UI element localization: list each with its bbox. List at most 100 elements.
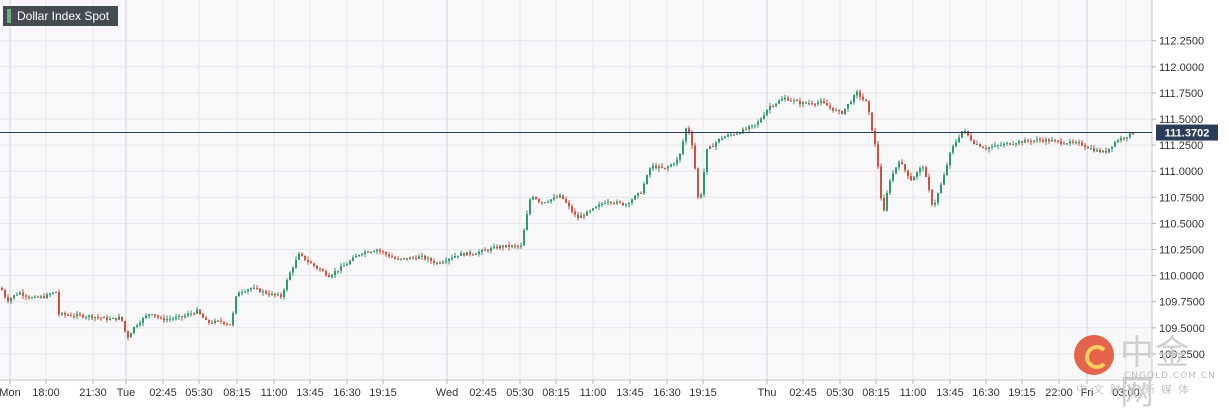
- candle-body: [1084, 145, 1086, 148]
- candle-body: [646, 175, 648, 185]
- candle-body: [862, 96, 864, 100]
- candle-body: [673, 163, 675, 165]
- candle-body: [1081, 142, 1083, 146]
- candle-body: [361, 253, 363, 255]
- y-tick-label: 112.0000: [1159, 62, 1204, 74]
- x-tick-label: 08:15: [223, 387, 251, 399]
- x-tick-label: 21:30: [79, 387, 107, 399]
- candle-body: [643, 184, 645, 194]
- candle-body: [631, 199, 633, 204]
- candle-body: [91, 315, 93, 319]
- candle-body: [625, 204, 627, 206]
- candle-body: [340, 266, 342, 271]
- candle-body: [697, 168, 699, 198]
- candle-body: [208, 319, 210, 323]
- x-tick-label: 02:45: [469, 387, 497, 399]
- candle-body: [742, 129, 744, 134]
- candle-body: [211, 322, 213, 324]
- candle-body: [1006, 143, 1008, 145]
- y-tick-label: 109.2500: [1159, 349, 1205, 361]
- candle-body: [223, 321, 225, 324]
- candle-body: [814, 103, 816, 105]
- candle-body: [622, 202, 624, 206]
- candle-body: [1036, 139, 1038, 141]
- candle-body: [283, 289, 285, 297]
- candle-body: [691, 132, 693, 146]
- x-tick-label: 05:30: [185, 387, 213, 399]
- candle-body: [505, 244, 507, 248]
- candle-body: [481, 249, 483, 252]
- candle-body: [157, 315, 159, 318]
- candle-body: [901, 162, 903, 165]
- x-tick-label: 13:45: [296, 387, 324, 399]
- candle-body: [703, 171, 705, 195]
- candle-body: [439, 262, 441, 264]
- candle-body: [187, 313, 189, 316]
- candle-body: [565, 199, 567, 203]
- candle-body: [535, 196, 537, 200]
- candle-body: [31, 297, 33, 299]
- candle-body: [484, 249, 486, 251]
- candle-body: [796, 100, 798, 102]
- candle-body: [1003, 143, 1005, 146]
- candle-body: [1120, 137, 1122, 141]
- candle-body: [649, 168, 651, 176]
- candle-body: [1045, 139, 1047, 142]
- candle-body: [430, 258, 432, 261]
- candle-body: [97, 317, 99, 319]
- candle-body: [232, 313, 234, 325]
- candle-body: [730, 134, 732, 136]
- candle-body: [715, 142, 717, 147]
- candle-body: [199, 309, 201, 314]
- candle-body: [172, 318, 174, 320]
- candle-body: [1075, 142, 1077, 144]
- candle-body: [937, 193, 939, 203]
- candle-body: [688, 128, 690, 133]
- x-tick-label: Mon: [0, 387, 21, 399]
- candle-body: [1015, 143, 1017, 145]
- x-tick-label: 08:15: [862, 387, 890, 399]
- candle-body: [847, 104, 849, 109]
- candle-body: [682, 141, 684, 154]
- candle-body: [274, 293, 276, 295]
- candle-body: [256, 287, 258, 289]
- x-tick-label: 19:15: [689, 387, 717, 399]
- candle-body: [301, 253, 303, 256]
- candle-body: [1078, 142, 1080, 144]
- candle-body: [385, 252, 387, 255]
- candle-body: [667, 166, 669, 169]
- candle-body: [514, 245, 516, 247]
- candle-body: [115, 317, 117, 320]
- candle-body: [721, 138, 723, 140]
- y-axis: 109.2500 109.5000 109.7500 110.0000 110.2500…: [1151, 0, 1205, 380]
- candle-body: [292, 267, 294, 273]
- candle-body: [1000, 145, 1002, 147]
- candle-body: [898, 162, 900, 168]
- candle-body: [775, 103, 777, 106]
- candle-body: [7, 297, 9, 302]
- cngold-logo-icon: [1074, 335, 1114, 375]
- x-tick-label: 03:00: [1112, 387, 1140, 399]
- candle-body: [304, 255, 306, 260]
- candle-body: [241, 291, 243, 293]
- candle-body: [1012, 144, 1014, 146]
- candle-body: [769, 105, 771, 110]
- candle-body: [1057, 140, 1059, 142]
- last-price-label: 111.3702: [1165, 128, 1210, 140]
- candle-body: [496, 246, 498, 249]
- candle-body: [778, 100, 780, 104]
- candle-body: [10, 298, 12, 302]
- candle-body: [265, 291, 267, 294]
- candle-body: [511, 245, 513, 247]
- candle-body: [616, 201, 618, 204]
- x-tick-label: Tue: [117, 387, 136, 399]
- candle-body: [853, 95, 855, 103]
- candle-body: [142, 318, 144, 324]
- candle-body: [382, 251, 384, 253]
- x-tick-label: 16:30: [972, 387, 1000, 399]
- candle-body: [253, 287, 255, 289]
- candle-body: [133, 326, 135, 334]
- candle-body: [1114, 141, 1116, 147]
- candle-body: [718, 138, 720, 143]
